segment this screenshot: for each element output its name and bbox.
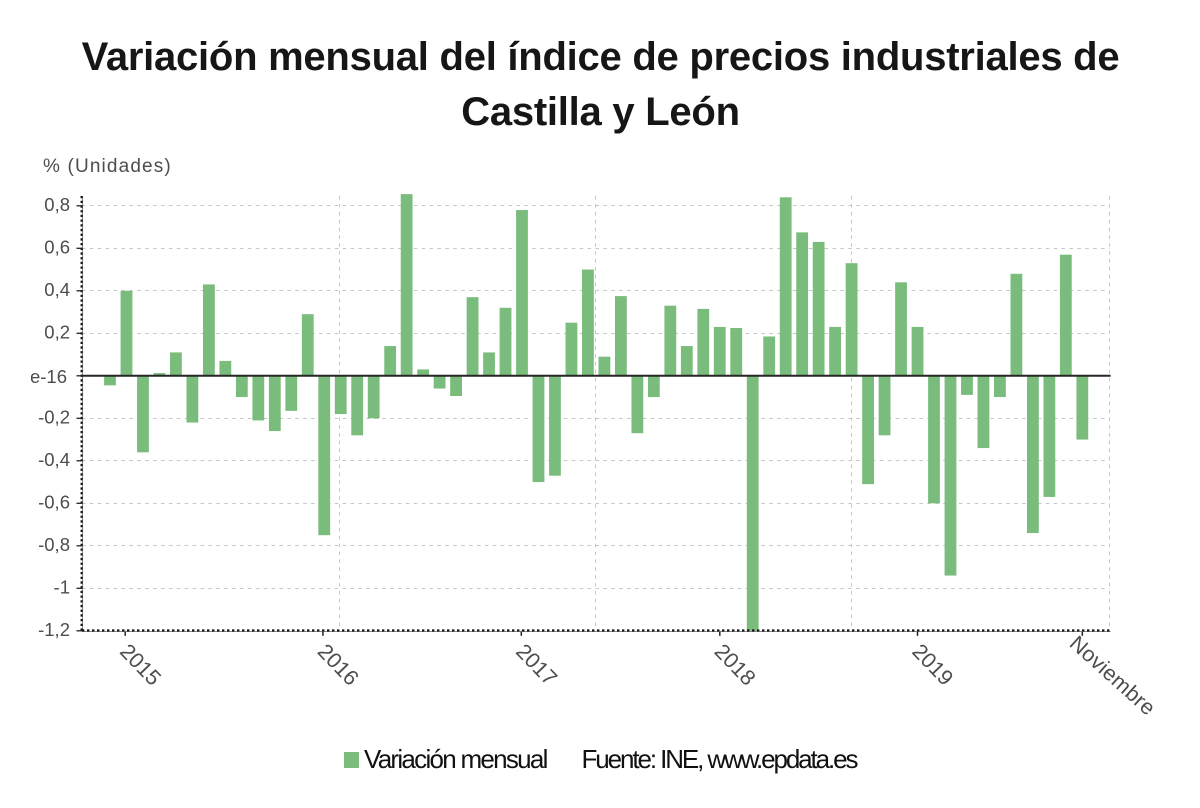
svg-text:-1: -1 [54, 576, 70, 597]
svg-text:-0,8: -0,8 [38, 534, 70, 555]
svg-text:2019: 2019 [907, 639, 957, 690]
svg-text:2018: 2018 [710, 639, 761, 690]
svg-text:2015: 2015 [115, 639, 166, 690]
svg-text:-1,2: -1,2 [38, 619, 70, 640]
svg-text:2016: 2016 [313, 639, 364, 690]
svg-text:0,4: 0,4 [44, 279, 70, 300]
svg-text:Noviembre: Noviembre [1065, 631, 1160, 720]
svg-text:-0,4: -0,4 [38, 449, 70, 470]
svg-text:0,2: 0,2 [44, 321, 70, 342]
svg-text:2017: 2017 [511, 639, 561, 690]
svg-text:0,6: 0,6 [44, 236, 70, 257]
svg-text:0,8: 0,8 [44, 194, 70, 215]
svg-text:-0,6: -0,6 [38, 491, 70, 512]
svg-text:-0,2: -0,2 [38, 406, 70, 427]
